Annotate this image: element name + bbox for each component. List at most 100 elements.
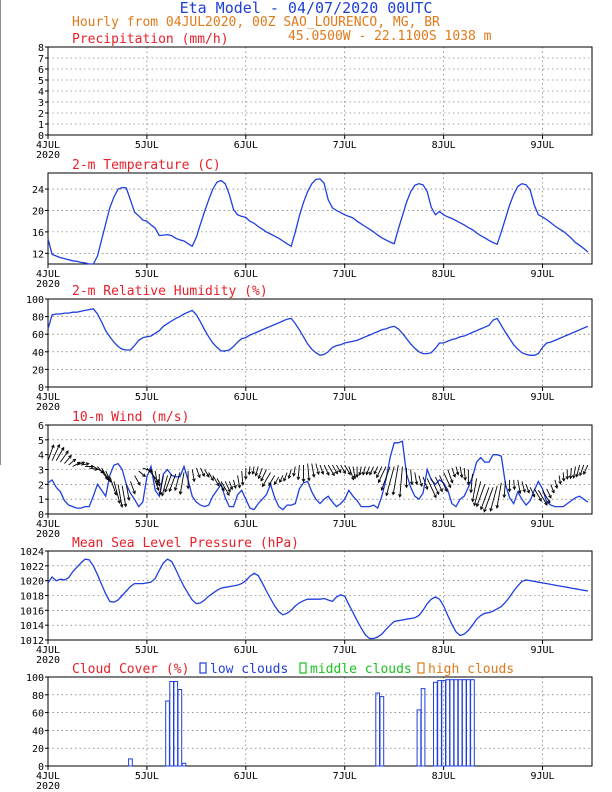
x-year-label: 2020 xyxy=(36,655,60,666)
wind-arrow xyxy=(480,487,490,510)
wind-arrow xyxy=(89,467,98,470)
wind-arrow-head xyxy=(229,486,234,491)
panel-title: 10-m Wind (m/s) xyxy=(72,410,189,425)
wind-arrow xyxy=(117,484,123,508)
wind-arrow-head xyxy=(572,474,576,479)
y-tick-label: 100 xyxy=(26,295,44,306)
x-tick-label: 7JUL xyxy=(333,519,357,530)
y-tick-label: 60 xyxy=(32,330,44,341)
wind-arrow-head xyxy=(320,470,325,475)
x-tick-label: 6JUL xyxy=(234,519,258,530)
wind-arrow xyxy=(142,467,153,472)
wind-arrow-head xyxy=(132,490,136,495)
wind-arrow xyxy=(414,472,418,485)
legend-label: high clouds xyxy=(428,662,514,677)
wind-arrow-head xyxy=(355,474,359,478)
wind-arrow xyxy=(554,479,558,489)
legend-label: middle clouds xyxy=(310,662,412,677)
x-tick-label: 4JUL xyxy=(36,392,60,403)
wind-arrow-head xyxy=(342,470,346,475)
wind-arrow xyxy=(546,488,552,498)
x-tick-label: 7JUL xyxy=(333,140,357,151)
wind-arrow xyxy=(362,466,366,475)
wind-arrow-head xyxy=(227,488,231,493)
wind-arrow xyxy=(109,476,117,495)
x-tick-label: 5JUL xyxy=(135,140,159,151)
y-tick-label: 0 xyxy=(38,383,44,394)
wind-arrow xyxy=(434,476,443,492)
wind-arrow-head xyxy=(117,500,121,505)
x-tick-label: 8JUL xyxy=(432,140,456,151)
wind-arrow-head xyxy=(475,503,480,508)
wind-arrow xyxy=(542,490,551,504)
wind-arrow-head xyxy=(439,488,443,493)
wind-arrow xyxy=(195,467,201,478)
cloud-bar xyxy=(177,689,183,767)
y-tick-label: 1016 xyxy=(20,606,44,617)
y-tick-label: 3 xyxy=(38,98,44,109)
cloud-bar xyxy=(420,688,426,767)
y-tick-label: 2 xyxy=(38,480,44,491)
wind-arrow xyxy=(463,467,466,481)
cloud-bar xyxy=(128,758,133,767)
wind-arrow xyxy=(80,463,89,466)
wind-arrow-head xyxy=(316,471,320,476)
x-tick-label: 7JUL xyxy=(333,645,357,656)
wind-arrow xyxy=(529,487,536,497)
temp-series-line xyxy=(47,178,589,265)
wind-arrow xyxy=(68,458,76,466)
y-tick-label: 1020 xyxy=(20,577,44,588)
x-tick-label: 9JUL xyxy=(530,140,554,151)
y-tick-label: 3 xyxy=(38,466,44,477)
wind-arrow xyxy=(517,479,521,494)
wind-arrow-head xyxy=(60,446,65,451)
wind-arrow xyxy=(268,475,276,486)
wind-arrow-head xyxy=(279,479,283,484)
wind-arrow xyxy=(381,466,391,491)
wind-arrow-head xyxy=(337,469,342,474)
wind-arrow-head xyxy=(391,491,396,496)
panel-clouds: 0 20 40 60 80 100 4JUL 5JUL 6JUL 7JUL 8JUL 9JUL 2020… xyxy=(26,662,593,792)
wind-arrow-head xyxy=(358,471,362,476)
wind-arrow-head xyxy=(376,474,380,479)
wind-arrow-head xyxy=(551,489,555,494)
wind-arrow-head xyxy=(156,487,160,492)
wind-arrow-head xyxy=(292,472,296,477)
wind-arrow-head xyxy=(558,480,562,485)
wind-arrow-head xyxy=(554,485,559,490)
wind-arrow-head xyxy=(546,499,551,504)
wind-arrow xyxy=(113,481,121,504)
wind-arrow xyxy=(348,466,355,480)
x-tick-label: 9JUL xyxy=(530,771,554,782)
wind-arrow-head xyxy=(244,476,248,480)
wind-arrow xyxy=(366,466,370,475)
x-year-label: 2020 xyxy=(36,402,60,413)
wind-arrow xyxy=(255,466,259,476)
x-tick-label: 4JUL xyxy=(36,269,60,280)
wind-arrow-head xyxy=(226,492,230,496)
wind-arrow-head xyxy=(568,475,573,480)
wind-arrow xyxy=(101,467,109,481)
wind-arrow-head xyxy=(433,494,437,499)
wind-arrow xyxy=(307,463,310,481)
wind-arrow-head xyxy=(380,487,385,491)
wind-arrow xyxy=(258,467,263,479)
wind-arrow-head xyxy=(233,485,237,490)
wind-arrow-head xyxy=(142,473,146,477)
wind-arrow xyxy=(59,450,69,463)
wind-arrow xyxy=(260,469,267,481)
wind-arrow xyxy=(191,469,195,482)
panel-temp: 12 16 20 24 4JUL 5JUL 6JUL 7JUL 8JUL 9JUL 2020 2-m … xyxy=(32,158,593,290)
wind-arrow xyxy=(174,472,181,491)
mslp-series-line xyxy=(47,558,589,640)
wind-arrow xyxy=(288,469,292,479)
y-tick-label: 1024 xyxy=(20,547,44,558)
wind-arrow xyxy=(570,467,572,479)
wind-arrow-head xyxy=(575,473,579,478)
wind-arrow-head xyxy=(247,471,252,476)
wind-arrow-head xyxy=(283,477,287,482)
panel-title: Cloud Cover (%) xyxy=(72,662,189,677)
wind-arrow-head xyxy=(240,482,245,486)
wind-arrow-head xyxy=(254,472,259,477)
